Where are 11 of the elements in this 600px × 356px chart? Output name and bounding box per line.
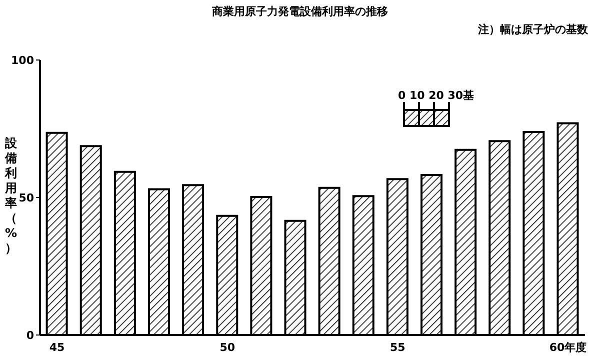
y-tick-label: 0 <box>26 328 34 342</box>
y-tick-label: 50 <box>18 191 34 204</box>
x-tick-label: 45 <box>49 340 65 354</box>
y-axis-title: 設備利用率（%） <box>4 136 18 256</box>
x-tick-label: 60年度 <box>549 340 587 354</box>
x-tick-label: 55 <box>390 340 406 354</box>
y-tick-label: 100 <box>11 54 34 67</box>
annotation: 0 10 20 30基 <box>398 88 474 103</box>
chart-title: 商業用原子力発電設備利用率の推移 <box>211 4 389 19</box>
text: 注）幅は原子炉の基数 <box>478 22 588 37</box>
x-tick-label: 50 <box>220 340 236 354</box>
